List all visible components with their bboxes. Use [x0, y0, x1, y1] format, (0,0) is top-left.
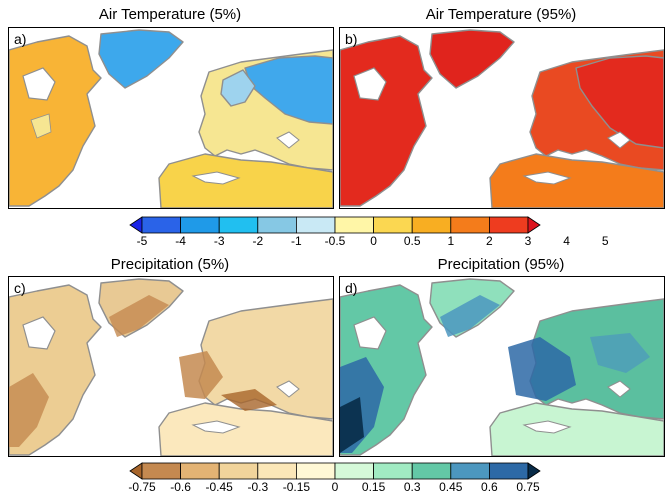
africa-land [158, 153, 333, 208]
precipitation-colorbar-tick-label: 0.45 [439, 480, 463, 494]
precipitation-colorbar-ticks: -0.75 -0.6 -0.45 -0.3 -0.15 0 0.15 0.3 0.45 0.6 0.… [128, 480, 540, 496]
precipitation-colorbar [129, 462, 541, 480]
siberia-cold-region [244, 55, 333, 125]
precipitation-colorbar-tick-label: 0.6 [481, 480, 498, 494]
temperature-colorbar-tick-label: -2 [252, 234, 264, 248]
precipitation-colorbar-swatch-9 [450, 462, 490, 480]
precipitation-colorbar-swatch-6 [334, 462, 374, 480]
precipitation-colorbar-swatch-10 [488, 462, 529, 480]
temperature-colorbar-tick-label: 1 [447, 234, 455, 248]
mediterranean-sea [191, 171, 241, 185]
precipitation-colorbar-tick-label: -0.3 [247, 480, 269, 494]
map-d [340, 278, 664, 456]
map-panel-d: d) [339, 276, 665, 457]
panel-a-label: a) [14, 31, 27, 47]
temperature-colorbar-tick-label: -4 [175, 234, 186, 248]
precipitation-colorbar-swatch-7 [373, 462, 413, 480]
panel-c-label: c) [14, 280, 26, 296]
precipitation-colorbar-tick-label: -0.15 [282, 480, 311, 494]
precipitation-colorbar-swatch-3 [218, 462, 259, 480]
precipitation-colorbar-tick-label: 0.75 [516, 480, 540, 494]
temperature-colorbar-tick-label: 0 [370, 234, 377, 248]
temperature-colorbar-swatch-2 [180, 216, 220, 234]
temperature-colorbar-tick-label: -3 [213, 234, 225, 248]
temperature-colorbar-tick-label: -5 [136, 234, 148, 248]
temperature-colorbar-swatch-7 [373, 216, 413, 234]
precipitation-colorbar-swatch-11 [527, 462, 541, 480]
precipitation-colorbar-swatch-4 [257, 462, 297, 480]
temperature-colorbar-swatch-4 [257, 216, 297, 234]
temperature-colorbar-swatch-3 [218, 216, 259, 234]
map-panel-b: b) [339, 27, 665, 209]
panel-c-title: Precipitation (5%) [110, 256, 230, 273]
temperature-colorbar-swatch-11 [527, 216, 541, 234]
temperature-colorbar-swatch-1 [141, 216, 181, 234]
map-c [9, 278, 333, 456]
map-panel-a: a) [8, 27, 334, 209]
panel-a-title: Air Temperature (5%) [98, 6, 242, 23]
north-america-land [9, 35, 102, 207]
temperature-colorbar-tick-label: -1 [291, 234, 302, 248]
temperature-colorbar [129, 216, 541, 234]
precipitation-colorbar-tick-label: -0.6 [170, 480, 191, 494]
temperature-colorbar-tick-label: 3 [524, 234, 532, 248]
temperature-colorbar-tick-label: 4 [563, 234, 570, 248]
precipitation-colorbar-swatches [129, 462, 541, 480]
panel-d-label: d) [345, 280, 358, 296]
temperature-colorbar-tick-label: -0.5 [324, 234, 346, 248]
precipitation-colorbar-tick-label: -0.45 [205, 480, 233, 494]
temperature-colorbar-swatch-0 [129, 216, 143, 234]
temperature-colorbar-swatch-9 [450, 216, 490, 234]
temperature-colorbar-swatches [129, 216, 541, 234]
precipitation-colorbar-swatch-5 [295, 462, 336, 480]
precipitation-colorbar-swatch-8 [411, 462, 452, 480]
temperature-colorbar-swatch-8 [411, 216, 452, 234]
scandinavia-cool-region [220, 69, 256, 107]
precipitation-colorbar-swatch-2 [180, 462, 220, 480]
panel-b-title: Air Temperature (95%) [425, 6, 577, 23]
map-panel-c: c) [8, 276, 334, 457]
temperature-colorbar-tick-label: 5 [601, 234, 609, 248]
temperature-colorbar-ticks: -5 -4 -3 -2 -1 -0.5 0 0.5 1 2 3 4 5 [130, 234, 609, 250]
map-b [340, 29, 664, 208]
precipitation-colorbar-tick-label: 0.3 [403, 480, 421, 494]
precipitation-colorbar-tick-label: -0.75 [128, 480, 156, 494]
temperature-colorbar-swatch-5 [295, 216, 336, 234]
precipitation-colorbar-swatch-1 [141, 462, 181, 480]
panel-d-title: Precipitation (95%) [437, 256, 565, 273]
hudson-bay [22, 67, 56, 101]
greenland-land [98, 29, 184, 89]
map-a [9, 29, 333, 208]
temperature-colorbar-swatch-6 [334, 216, 374, 234]
temperature-colorbar-swatch-10 [488, 216, 529, 234]
precipitation-colorbar-tick-label: 0 [331, 480, 339, 494]
precipitation-colorbar-tick-label: 0.15 [361, 480, 386, 494]
precipitation-colorbar-swatch-0 [129, 462, 143, 480]
temperature-colorbar-tick-label: 0.5 [403, 234, 421, 248]
panel-b-label: b) [345, 31, 358, 47]
temperature-colorbar-tick-label: 2 [486, 234, 493, 248]
